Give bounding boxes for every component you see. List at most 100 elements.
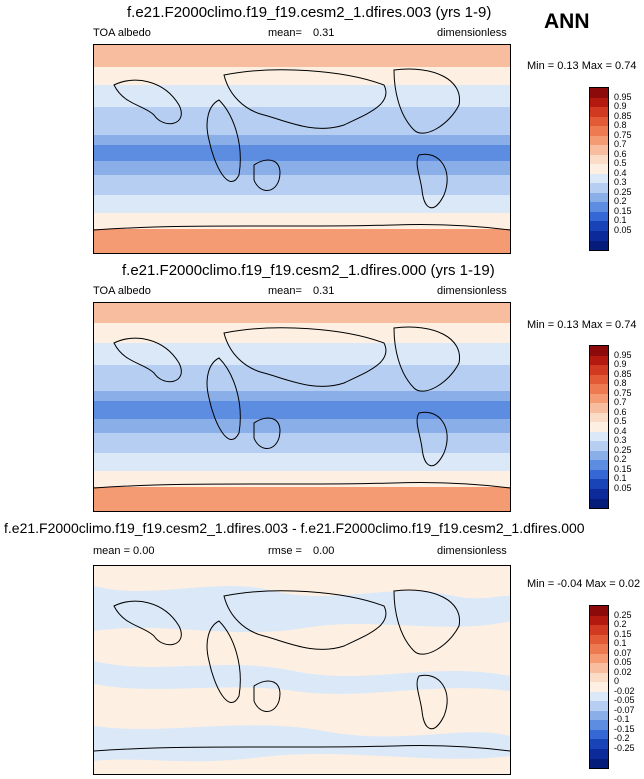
panel2-tick-label: 0.5 [614, 416, 627, 426]
panel1-mean-label: mean= [268, 27, 302, 39]
season-label: ANN [544, 10, 590, 33]
panel3-tick-label: 0.25 [614, 609, 632, 620]
panel1-title: f.e21.F2000climo.f19_f19.cesm2_1.dfires.… [127, 4, 492, 21]
panel1-colorbar-swatch [590, 135, 608, 146]
panel2-map [93, 302, 511, 512]
panel1-colorbar-swatch [590, 126, 608, 136]
panel3-colorbar-swatch [590, 710, 608, 721]
panel3-rmse-label: rmse = [268, 545, 302, 557]
panel2-colorbar-swatch [590, 479, 608, 489]
panel2-colorbar-swatch [590, 498, 608, 509]
panel1-tick-label: 0.15 [614, 205, 632, 216]
panel1-colorbar-swatch [590, 164, 608, 174]
panel3-colorbar-swatch [590, 644, 608, 654]
panel2-tick-label: 0.25 [614, 444, 632, 455]
panel1-tick-label: 0.1 [614, 215, 627, 225]
panel1-colorbar-swatch [590, 97, 608, 108]
panel3-tick-label: -0.25 [614, 742, 635, 753]
panel3-tick-label: -0.07 [614, 704, 635, 715]
panel1-tick-label: 0.25 [614, 186, 632, 197]
panel3-units: dimensionless [437, 545, 507, 557]
panel2-tick-label: 0.6 [614, 406, 627, 417]
panel3-tick-label: 0.07 [614, 647, 632, 658]
panel2-colorbar-swatch [590, 384, 608, 394]
panel3-colorbar-swatch [590, 634, 608, 645]
panel3-tick-label: -0.15 [614, 723, 635, 734]
panel3-colorbar-swatch [590, 606, 608, 616]
panel1-colorbar-swatch [590, 173, 608, 184]
panel2-mean-value: 0.31 [313, 285, 335, 297]
panel2-colorbar-swatch [590, 393, 608, 404]
panel2-tick-label: 0.2 [614, 454, 627, 464]
panel3-colorbar-swatch [590, 729, 608, 740]
panel2-colorbar-swatch [590, 374, 608, 385]
panel2-colorbar-swatch [590, 355, 608, 366]
panel2-tick-label: 0.15 [614, 463, 632, 474]
panel3-colorbar-swatch [590, 748, 608, 759]
panel1-colorbar-swatch [590, 88, 608, 98]
panel1-colorbar-swatch [590, 240, 608, 251]
panel2-colorbar-swatch [590, 365, 608, 375]
panel3-colorbar-swatch [590, 701, 608, 711]
panel2-tick-label: 0.1 [614, 473, 627, 483]
panel3-rmse-value: 0.00 [313, 545, 335, 557]
panel2-variable: TOA albedo [93, 285, 151, 297]
panel3-colorbar-swatch [590, 672, 608, 683]
panel1-mean-value: 0.31 [313, 27, 335, 39]
panel3-tick-label: 0 [614, 676, 620, 686]
panel1-colorbar-swatch [590, 183, 608, 193]
panel3-tick-label: 0.15 [614, 628, 632, 639]
panel2-colorbar-swatch [590, 488, 608, 499]
panel3-tick-label: 0.05 [614, 657, 632, 667]
panel1-map [93, 44, 511, 254]
panel1-colorbar-swatch [590, 154, 608, 165]
panel1-tick-label: 0.5 [614, 158, 627, 168]
panel1-variable: TOA albedo [93, 27, 151, 39]
panel3-tick-label: -0.05 [614, 695, 635, 705]
panel1-tick-label: 0.85 [614, 110, 632, 121]
panel2-colorbar-swatch [590, 441, 608, 451]
panel1-tick-label: 0.75 [614, 129, 632, 140]
panel2-colorbar-swatch [590, 403, 608, 413]
panel2-tick-label: 0.85 [614, 368, 632, 379]
panel1-tick-label: 0.2 [614, 196, 627, 206]
panel2-units: dimensionless [437, 285, 507, 297]
panel3-tick-label: -0.02 [614, 685, 635, 696]
panel3-colorbar-swatch [590, 653, 608, 664]
panel1-colorbar-swatch [590, 202, 608, 212]
panel3-colorbar-swatch [590, 739, 608, 749]
panel2-tick-label: 0.05 [614, 482, 632, 493]
panel2-minmax: Min = 0.13 Max = 0.74 [527, 319, 637, 331]
panel3-colorbar-swatch [590, 663, 608, 673]
panel1-colorbar [589, 87, 609, 251]
panel3-tick-label: 0.1 [614, 638, 627, 648]
panel2-colorbar [589, 345, 609, 509]
panel3-minmax: Min = -0.04 Max = 0.02 [527, 578, 641, 590]
panel1-tick-label: 0.4 [614, 167, 627, 178]
panel1-tick-label: 0.05 [614, 224, 632, 235]
panel1-tick-label: 0.3 [614, 177, 627, 187]
panel3-mean: mean = 0.00 [93, 545, 155, 557]
panel2-tick-label: 0.95 [614, 349, 632, 360]
panel1-colorbar-swatch [590, 221, 608, 231]
panel2-colorbar-swatch [590, 460, 608, 470]
panel1-tick-label: 0.95 [614, 91, 632, 102]
panel3-colorbar-swatch [590, 758, 608, 769]
panel1-colorbar-swatch [590, 230, 608, 241]
panel3-title: f.e21.F2000climo.f19_f19.cesm2_1.dfires.… [4, 520, 585, 536]
panel3-tick-label: 0.02 [614, 666, 632, 677]
panel3-colorbar-swatch [590, 691, 608, 702]
panel3-tick-label: -0.1 [614, 714, 630, 724]
panel1-tick-label: 0.6 [614, 148, 627, 159]
panel3-map [93, 565, 511, 775]
panel1-tick-label: 0.9 [614, 101, 627, 111]
panel3-tick-label: 0.2 [614, 619, 627, 629]
panel2-mean-label: mean= [268, 285, 302, 297]
panel3-colorbar [589, 605, 609, 769]
panel3-colorbar-swatch [590, 615, 608, 626]
panel3-colorbar-swatch [590, 682, 608, 692]
panel2-tick-label: 0.3 [614, 435, 627, 445]
panel3-tick-label: -0.2 [614, 733, 630, 743]
panel1-tick-label: 0.7 [614, 139, 627, 149]
panel2-colorbar-swatch [590, 469, 608, 480]
